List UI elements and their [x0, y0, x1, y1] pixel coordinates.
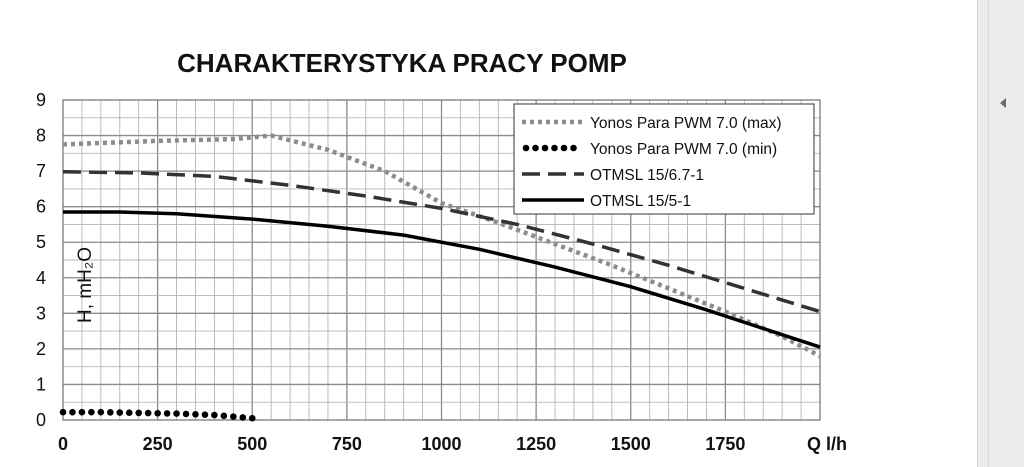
data-point [192, 411, 199, 418]
vertical-scrollbar[interactable] [977, 0, 1024, 467]
legend-swatch-dot [560, 144, 568, 152]
data-point [163, 410, 171, 417]
data-point [116, 409, 124, 416]
triangle-left-icon[interactable] [1000, 98, 1006, 108]
data-point [69, 408, 76, 416]
data-point [173, 410, 180, 417]
data-point [220, 412, 228, 420]
legend: Yonos Para PWM 7.0 (max) Yonos Para PWM 7… [513, 103, 815, 215]
x-tick-label: 1250 [516, 434, 556, 454]
y-tick-label: 6 [36, 197, 46, 217]
series-group [59, 133, 822, 422]
x-tick-label: 250 [143, 434, 173, 454]
legend-swatch-dot [551, 144, 558, 152]
x-tick-label: 500 [237, 434, 267, 454]
data-point [248, 414, 256, 422]
legend-entry: Yonos Para PWM 7.0 (max) [522, 115, 782, 132]
legend-label: Yonos Para PWM 7.0 (min) [590, 141, 777, 158]
y-tick-label: 5 [36, 232, 46, 252]
data-point [201, 411, 209, 418]
legend-label: Yonos Para PWM 7.0 (max) [590, 115, 782, 132]
x-axis-label: Q l/h [807, 434, 847, 454]
data-point [125, 409, 133, 417]
data-point [88, 408, 95, 416]
data-point [154, 409, 161, 417]
x-tick-label: 750 [332, 434, 362, 454]
data-point [78, 408, 86, 416]
x-tick-label: 1500 [611, 434, 651, 454]
y-tick-label: 9 [36, 90, 46, 110]
x-tick-label: 0 [58, 434, 68, 454]
y-tick-label: 1 [36, 374, 46, 394]
data-point [107, 409, 114, 416]
series-yonos-max [62, 133, 822, 358]
data-point [135, 409, 142, 417]
y-tick-label: 7 [36, 161, 46, 181]
legend-entry: Yonos Para PWM 7.0 (min) [522, 141, 777, 158]
scrollbar-track [988, 0, 989, 467]
data-point [230, 413, 237, 420]
x-tick-label: 1750 [705, 434, 745, 454]
series-otmsl-15-5-1 [63, 210, 821, 349]
legend-swatch-dot [570, 144, 577, 152]
y-axis-label: H, mH₂O [75, 247, 96, 323]
x-tick-label: 1000 [421, 434, 461, 454]
chart-title: CHARAKTERYSTYKA PRACY POMP [177, 48, 627, 78]
legend-swatch-dot [522, 144, 530, 152]
legend-entry: OTMSL 15/5-1 [522, 193, 691, 210]
data-point [239, 414, 247, 421]
legend-swatch-dot [541, 144, 549, 152]
legend-label: OTMSL 15/5-1 [590, 193, 691, 210]
y-tick-label: 0 [36, 410, 46, 430]
y-tick-label: 3 [36, 303, 46, 323]
series-yonos-min [59, 408, 256, 422]
pump-characteristics-chart: CHARAKTERYSTYKA PRACY POMP 0 1 2 3 4 5 6 7 8 9 0 25… [36, 48, 847, 454]
axes: 0 1 2 3 4 5 6 7 8 9 0 250 500 750 1000 1250 1500 1750 Q l/… [36, 90, 847, 454]
data-point [182, 410, 190, 418]
y-tick-label: 4 [36, 268, 46, 288]
series-otmsl-15-6-7-1 [62, 170, 821, 314]
data-point [97, 408, 105, 416]
legend-swatch-dot [532, 144, 539, 152]
data-point [144, 409, 152, 417]
plot-border [62, 99, 821, 421]
legend-entry: OTMSL 15/6.7-1 [522, 167, 704, 184]
y-tick-label: 8 [36, 126, 46, 146]
data-point [59, 408, 67, 416]
y-tick-label: 2 [36, 339, 46, 359]
legend-label: OTMSL 15/6.7-1 [590, 167, 704, 184]
data-point [211, 411, 218, 419]
